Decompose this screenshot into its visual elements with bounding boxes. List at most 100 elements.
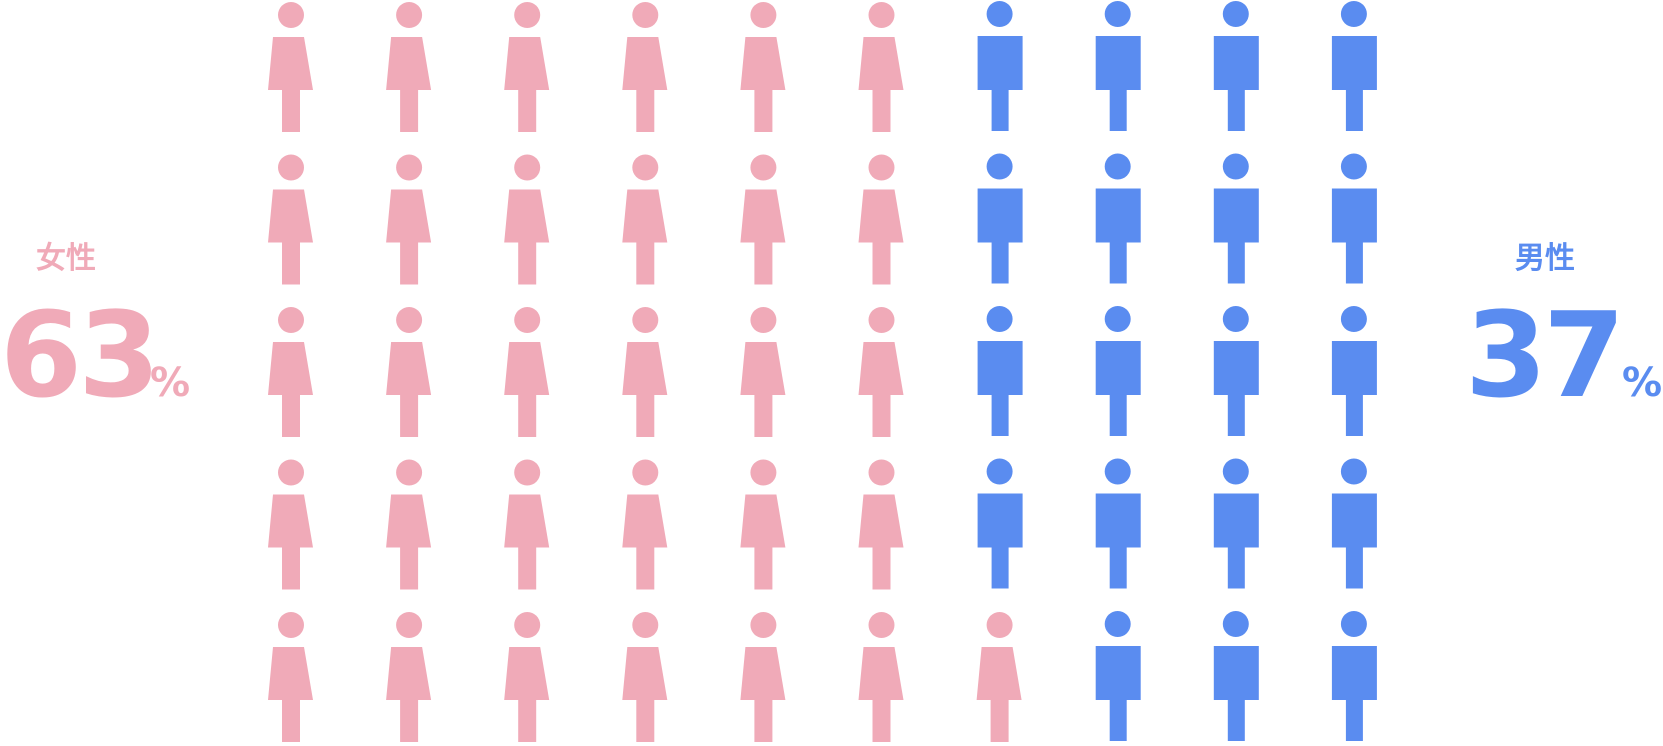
head	[986, 1, 1013, 27]
dress	[858, 342, 904, 395]
legs	[872, 241, 891, 285]
dress	[268, 494, 313, 548]
legs	[636, 699, 655, 742]
person-icon	[858, 2, 904, 132]
head	[1222, 306, 1249, 332]
person-icon	[1331, 1, 1377, 131]
head	[986, 306, 1013, 332]
head	[632, 154, 659, 181]
person-icon	[1213, 306, 1259, 436]
dress	[740, 342, 786, 395]
person-icon	[740, 612, 786, 742]
category-label: 男性	[1515, 241, 1575, 276]
person-icon	[268, 612, 313, 742]
head	[868, 307, 895, 333]
legs	[400, 394, 419, 437]
head	[986, 153, 1013, 180]
person-icon	[1213, 1, 1259, 131]
head	[868, 2, 895, 28]
person-icon	[740, 154, 786, 285]
dress	[268, 342, 313, 395]
person-icon	[740, 2, 786, 132]
legs	[991, 241, 1009, 284]
dress	[858, 647, 904, 700]
dress	[622, 494, 668, 548]
head	[396, 459, 423, 486]
head	[868, 459, 895, 486]
legs	[991, 546, 1009, 589]
legs	[1227, 546, 1245, 589]
head	[514, 459, 541, 486]
person-icon	[386, 612, 432, 742]
percent-value: 37	[1465, 286, 1621, 424]
legs	[872, 546, 891, 590]
torso	[977, 36, 1023, 90]
person-icon	[386, 459, 432, 590]
person-icon	[977, 306, 1023, 436]
head	[1104, 458, 1131, 485]
head	[514, 612, 541, 638]
percent-value: 63	[0, 286, 156, 424]
head	[868, 154, 895, 181]
dress	[740, 647, 786, 700]
head	[750, 459, 777, 486]
legs	[518, 89, 537, 132]
head	[278, 2, 304, 28]
legs	[872, 89, 891, 132]
legs	[754, 89, 773, 132]
legs	[282, 546, 300, 590]
dress	[386, 342, 432, 395]
legs	[1227, 89, 1245, 131]
percent-unit: %	[1622, 360, 1662, 406]
head	[986, 612, 1013, 638]
person-icon	[504, 459, 550, 590]
dress	[976, 647, 1022, 700]
person-icon	[622, 154, 668, 285]
head	[278, 154, 304, 181]
dress	[504, 647, 550, 700]
person-icon	[268, 307, 313, 437]
person-icon	[977, 1, 1023, 131]
person-icon	[504, 2, 550, 132]
head	[750, 2, 777, 28]
person-icon	[386, 2, 432, 132]
legs	[636, 241, 655, 285]
torso	[1331, 188, 1377, 243]
dress	[386, 189, 432, 243]
dress	[386, 647, 432, 700]
dress	[504, 342, 550, 395]
legs	[1109, 241, 1127, 284]
dress	[740, 189, 786, 243]
legs	[518, 546, 537, 590]
legs	[518, 394, 537, 437]
legs	[400, 241, 419, 285]
head	[750, 154, 777, 181]
dress	[386, 494, 432, 548]
head	[396, 612, 423, 638]
dress	[386, 37, 432, 90]
legs	[636, 394, 655, 437]
person-icon	[858, 612, 904, 742]
head	[514, 154, 541, 181]
torso	[1213, 341, 1259, 395]
legs	[1109, 699, 1127, 741]
head	[1222, 611, 1249, 637]
legs	[1109, 394, 1127, 436]
legs	[990, 699, 1009, 742]
dress	[268, 189, 313, 243]
dress	[740, 37, 786, 90]
head	[632, 307, 659, 333]
torso	[1213, 188, 1259, 243]
dress	[622, 647, 668, 700]
torso	[1095, 188, 1141, 243]
person-icon	[1095, 1, 1141, 131]
person-icon	[504, 154, 550, 285]
head	[1340, 458, 1367, 485]
head	[396, 307, 423, 333]
legs	[991, 394, 1009, 436]
torso	[1331, 36, 1377, 90]
dress	[622, 342, 668, 395]
head	[396, 154, 423, 181]
torso	[1213, 493, 1259, 548]
person-icon	[622, 612, 668, 742]
